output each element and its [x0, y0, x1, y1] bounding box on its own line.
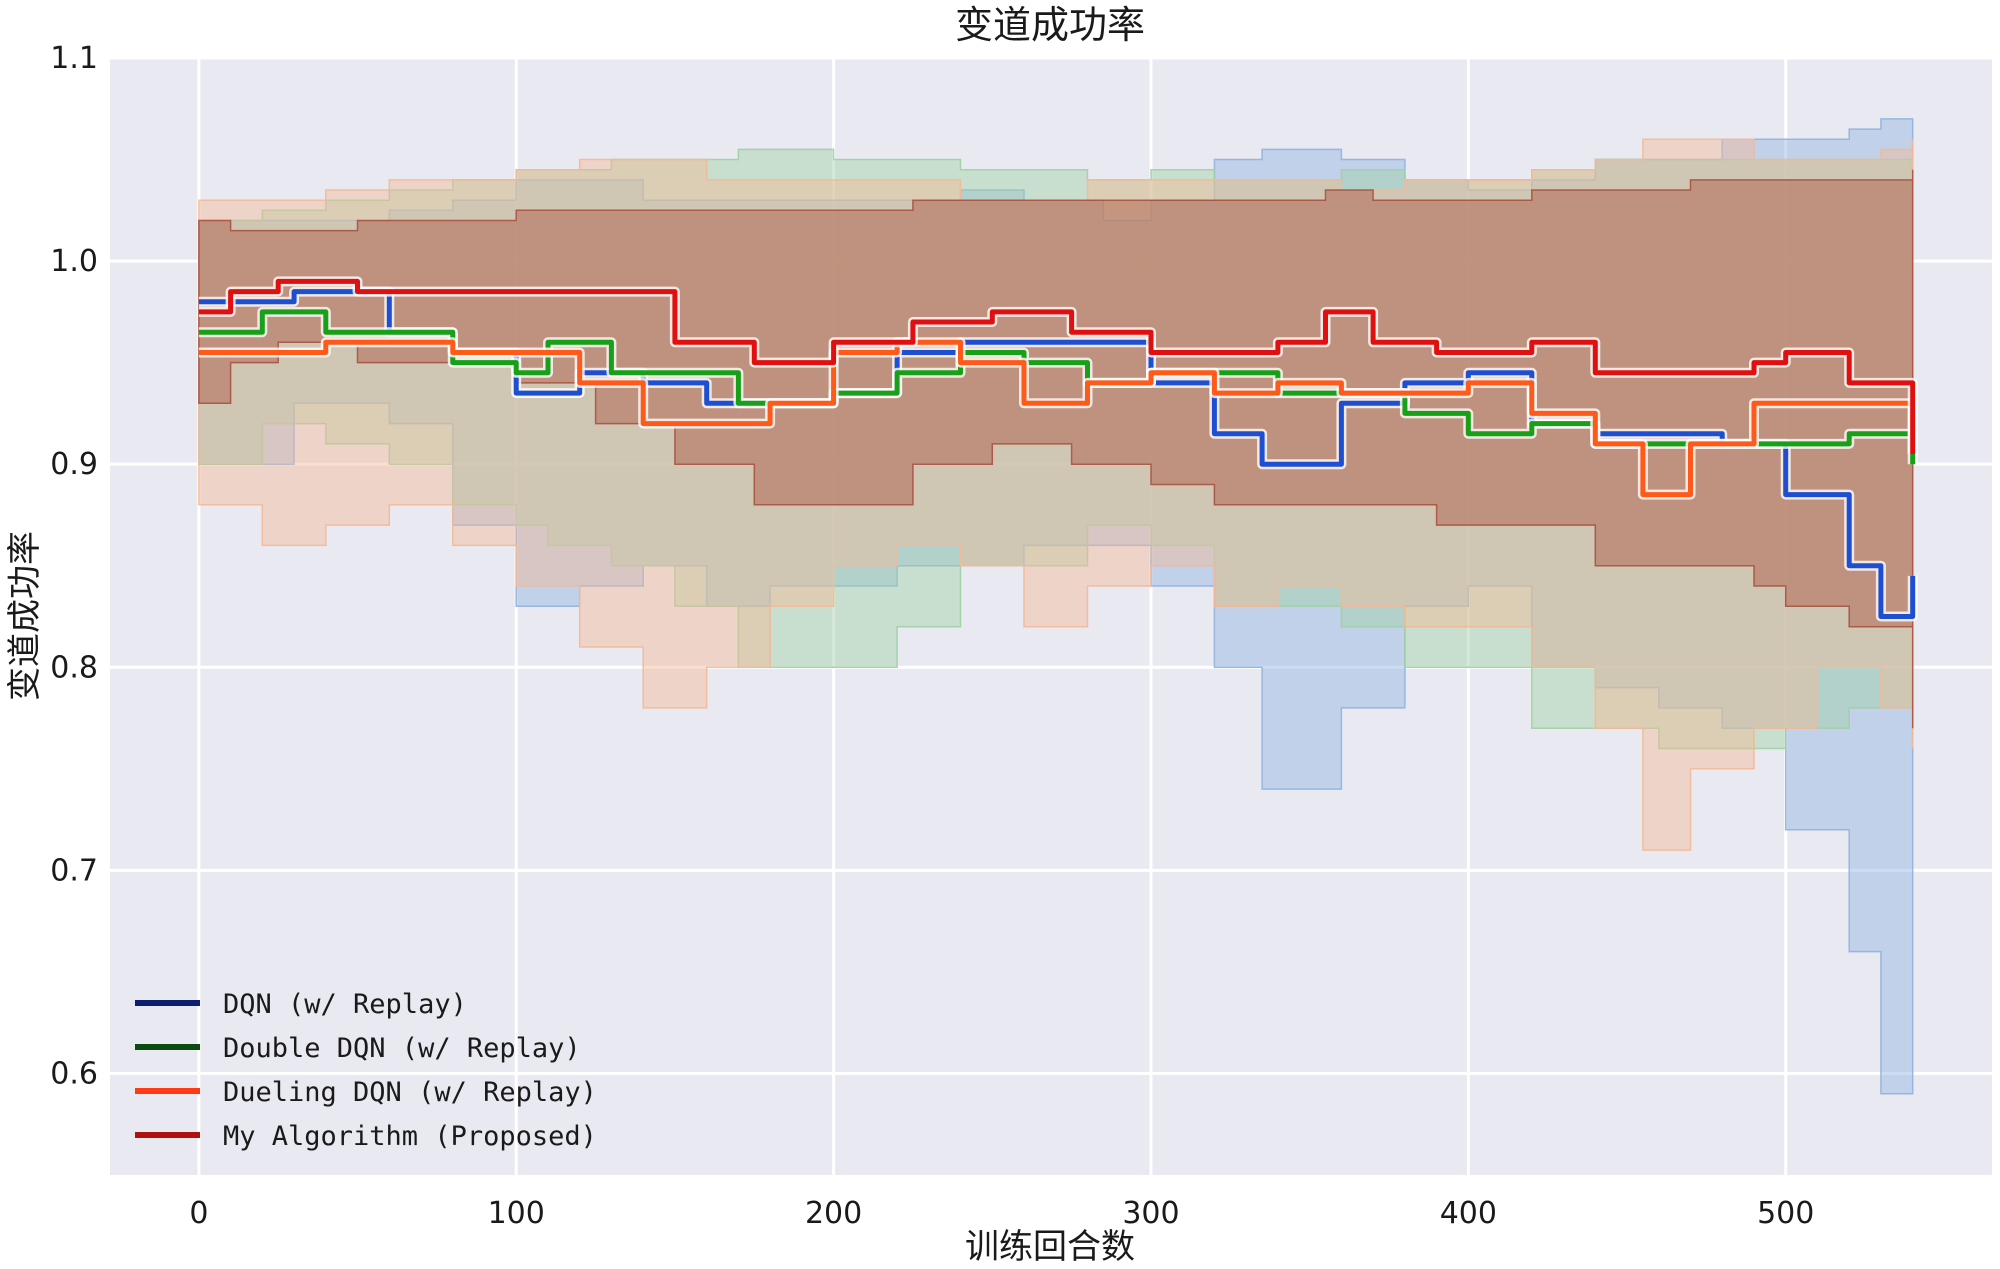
series-lines — [198, 276, 1918, 622]
confidence-band — [198, 118, 1914, 1095]
confidence-bands — [198, 118, 1914, 1095]
series-line — [198, 339, 1916, 498]
y-tick-label: 0.9 — [50, 447, 98, 482]
plot-background — [110, 58, 1992, 1175]
x-tick-label: 400 — [1440, 1196, 1497, 1231]
legend-label: My Algorithm (Proposed) — [223, 1121, 597, 1152]
y-tick-label: 0.6 — [50, 1056, 98, 1091]
x-tick-label: 0 — [189, 1196, 208, 1231]
y-tick-label: 1.1 — [50, 41, 98, 76]
confidence-band — [198, 138, 1914, 851]
confidence-band — [198, 169, 1914, 729]
x-axis-label: 训练回合数 — [965, 1227, 1135, 1267]
y-tick-label: 0.7 — [50, 853, 98, 888]
y-axis-label: 变道成功率 — [5, 531, 45, 701]
x-tick-label: 200 — [805, 1196, 862, 1231]
x-tick-label: 300 — [1122, 1196, 1179, 1231]
y-tick-label: 1.0 — [50, 244, 98, 279]
y-tick-label: 0.8 — [50, 650, 98, 685]
legend-label: Double DQN (w/ Replay) — [223, 1033, 581, 1064]
x-tick-label: 100 — [488, 1196, 545, 1231]
x-tick-label: 500 — [1757, 1196, 1814, 1231]
x-tick-labels: 0 100 200 300 400 500 — [189, 1196, 1814, 1231]
series-line — [198, 278, 1916, 454]
y-tick-labels: 0.6 0.7 0.8 0.9 1.0 1.1 — [50, 41, 98, 1091]
legend-label: DQN (w/ Replay) — [223, 989, 467, 1020]
grid — [110, 56, 1992, 1175]
legend-label: Dueling DQN (w/ Replay) — [223, 1077, 597, 1108]
confidence-band — [198, 148, 1914, 750]
legend: DQN (w/ Replay) Double DQN (w/ Replay) Due… — [135, 989, 597, 1152]
chart-title: 变道成功率 — [955, 3, 1145, 47]
